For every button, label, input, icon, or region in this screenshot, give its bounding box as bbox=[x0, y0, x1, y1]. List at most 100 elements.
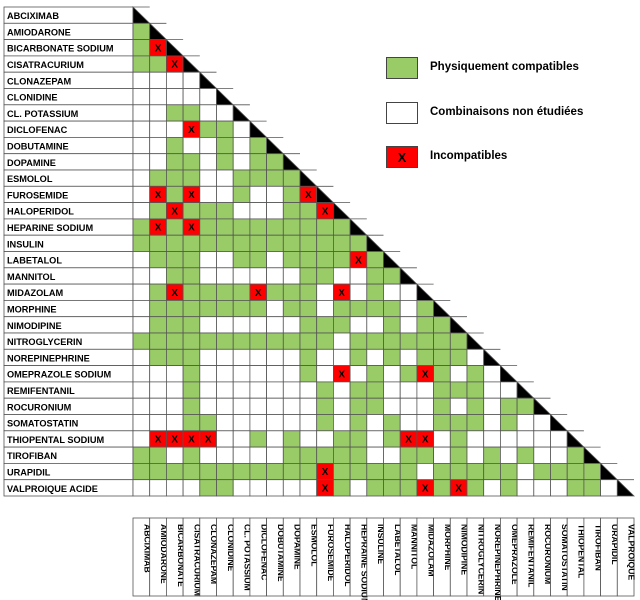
cell-midazolam-dobutamine bbox=[266, 283, 284, 301]
cell-labetalol-cl-potassium bbox=[232, 251, 251, 269]
cell-norepinephrine-cl-potassium bbox=[232, 348, 251, 366]
cell-haloperidol-amiodarone bbox=[149, 202, 167, 220]
cell-urapidil-dobutamine bbox=[266, 462, 284, 481]
column-label-rocuronium: ROCURONIUM bbox=[543, 524, 553, 584]
cell-dopamine-cisatracurium bbox=[182, 153, 201, 171]
cell-nimodipine-esmolol bbox=[299, 316, 318, 334]
cell-somatostatin-clonidine bbox=[216, 414, 234, 432]
column-label-nimodipine: NIMODIPINE bbox=[460, 524, 470, 575]
cell-insulin-cisatracurium bbox=[182, 234, 201, 252]
cell-omeprazole-sodium-clonazepam bbox=[199, 365, 217, 383]
cell-tirofiban-esmolol bbox=[299, 446, 318, 464]
column-label-furosemide: FUROSEMIDE bbox=[326, 524, 336, 582]
cell-insulin-esmolol bbox=[299, 234, 318, 252]
cell-dopamine-clonidine bbox=[216, 153, 234, 171]
cell-omeprazole-sodium-morphine bbox=[433, 365, 451, 383]
row-label-rocuronium: ROCURONIUM bbox=[7, 402, 72, 412]
cell-cisatracurium-amiodarone bbox=[149, 55, 167, 73]
cell-remifentanil-clonidine bbox=[216, 381, 234, 399]
cell-clonazepam-abciximab bbox=[132, 71, 151, 89]
cell-haloperidol-dobutamine bbox=[266, 202, 284, 220]
cell-nitroglycerin-diclofenac bbox=[249, 332, 267, 350]
cell-tirofiban-somatostatin bbox=[550, 446, 568, 464]
cell-labetalol-amiodarone bbox=[149, 251, 167, 269]
cell-urapidil-esmolol bbox=[299, 462, 318, 481]
cell-dobutamine-cl-potassium bbox=[232, 136, 251, 155]
cell-tirofiban-furosemide bbox=[316, 446, 334, 464]
row-label-valproique-acide: VALPROIQUE ACIDE bbox=[7, 484, 98, 494]
column-label-amiodarone: AMIODARONE bbox=[159, 524, 169, 584]
cell-thiopental-sodium-dobutamine bbox=[266, 430, 284, 448]
cell-somatostatin-remifentanil bbox=[516, 414, 535, 432]
cell-valproique-acide-norepinephrine bbox=[483, 479, 501, 497]
column-label-dopamine: DOPAMINE bbox=[293, 524, 303, 570]
cell-dobutamine-amiodarone bbox=[149, 136, 167, 155]
cell-diclofenac-clonidine bbox=[216, 120, 234, 138]
cell-midazolam-esmolol bbox=[299, 283, 318, 301]
cell-thiopental-sodium-dopamine bbox=[282, 430, 301, 448]
cell-morphine-cisatracurium bbox=[182, 299, 201, 318]
cell-dobutamine-clonazepam bbox=[199, 136, 217, 155]
column-label-nitroglycerin: NITROGLYCERIN bbox=[476, 524, 486, 594]
cell-mannitol-hepraine-sodium bbox=[349, 267, 368, 285]
incompatible-mark: X bbox=[171, 206, 178, 217]
cell-remifentanil-abciximab bbox=[132, 381, 151, 399]
column-label-clonazepam: CLONAZEPAM bbox=[209, 524, 219, 584]
cell-nimodipine-diclofenac bbox=[249, 316, 267, 334]
cell-somatostatin-dobutamine bbox=[266, 414, 284, 432]
cell-omeprazole-sodium-abciximab bbox=[132, 365, 151, 383]
row-label-nimodipine: NIMODIPINE bbox=[7, 321, 62, 331]
cell-valproique-acide-abciximab bbox=[132, 479, 151, 497]
cell-remifentanil-clonazepam bbox=[199, 381, 217, 399]
cell-esmolol-abciximab bbox=[132, 169, 151, 187]
cell-tirofiban-midazolam bbox=[416, 446, 434, 464]
cell-urapidil-bicarbonate bbox=[165, 462, 184, 481]
cell-cl-potassium-abciximab bbox=[132, 104, 151, 122]
cell-valproique-acide-clonazepam bbox=[199, 479, 217, 497]
cell-heparine-sodium-dobutamine bbox=[266, 218, 284, 236]
cell-tirofiban-abciximab bbox=[132, 446, 151, 464]
cell-somatostatin-norepinephrine bbox=[483, 414, 501, 432]
cell-cisatracurium-abciximab bbox=[132, 55, 151, 73]
diagonal-cell-dopamine bbox=[282, 152, 301, 171]
column-label-mannitol: MANNITOL bbox=[410, 524, 420, 569]
cell-omeprazole-sodium-cl-potassium bbox=[232, 365, 251, 383]
cell-labetalol-esmolol bbox=[299, 251, 318, 269]
cell-nitroglycerin-midazolam bbox=[416, 332, 434, 350]
diagonal-cell-haloperidol bbox=[332, 201, 352, 220]
cell-nitroglycerin-mannitol bbox=[399, 332, 418, 350]
cell-haloperidol-dopamine bbox=[282, 202, 301, 220]
cell-haloperidol-abciximab bbox=[132, 202, 151, 220]
cell-rocuronium-midazolam bbox=[416, 397, 434, 415]
cell-somatostatin-hepraine-sodium bbox=[349, 414, 368, 432]
cell-tirofiban-thiopental bbox=[566, 446, 585, 464]
cell-rocuronium-hepraine-sodium bbox=[349, 397, 368, 415]
cell-omeprazole-sodium-insuline bbox=[366, 365, 384, 383]
cell-insulin-diclofenac bbox=[249, 234, 267, 252]
cell-omeprazole-sodium-norepinephrine bbox=[483, 365, 501, 383]
cell-diclofenac-clonazepam bbox=[199, 120, 217, 138]
cell-omeprazole-sodium-nitroglycerin bbox=[466, 365, 485, 383]
cell-cl-potassium-amiodarone bbox=[149, 104, 167, 122]
cell-omeprazole-sodium-bicarbonate bbox=[165, 365, 184, 383]
cell-valproique-acide-remifentanil bbox=[516, 479, 535, 497]
cell-nitroglycerin-clonazepam bbox=[199, 332, 217, 350]
cell-norepinephrine-morphine bbox=[433, 348, 451, 366]
cell-omeprazole-sodium-cisatracurium bbox=[182, 365, 201, 383]
cell-furosemide-dobutamine bbox=[266, 185, 284, 204]
cell-rocuronium-dobutamine bbox=[266, 397, 284, 415]
cell-midazolam-cl-potassium bbox=[232, 283, 251, 301]
cell-dopamine-clonazepam bbox=[199, 153, 217, 171]
diagonal-cell-nitroglycerin bbox=[466, 332, 485, 350]
column-label-urapidil: URAPIDIL bbox=[610, 524, 620, 565]
cell-labetalol-insuline bbox=[366, 251, 384, 269]
cell-cl-potassium-clonazepam bbox=[199, 104, 217, 122]
diagonal-cell-clonidine bbox=[216, 87, 235, 106]
cell-heparine-sodium-cl-potassium bbox=[232, 218, 251, 236]
cell-nimodipine-midazolam bbox=[416, 316, 434, 334]
column-label-remifentanil: REMIFENTANIL bbox=[526, 524, 536, 587]
cell-furosemide-abciximab bbox=[132, 185, 151, 204]
cell-diclofenac-amiodarone bbox=[149, 120, 167, 138]
cell-remifentanil-bicarbonate bbox=[165, 381, 184, 399]
incompatible-mark: X bbox=[205, 435, 212, 446]
